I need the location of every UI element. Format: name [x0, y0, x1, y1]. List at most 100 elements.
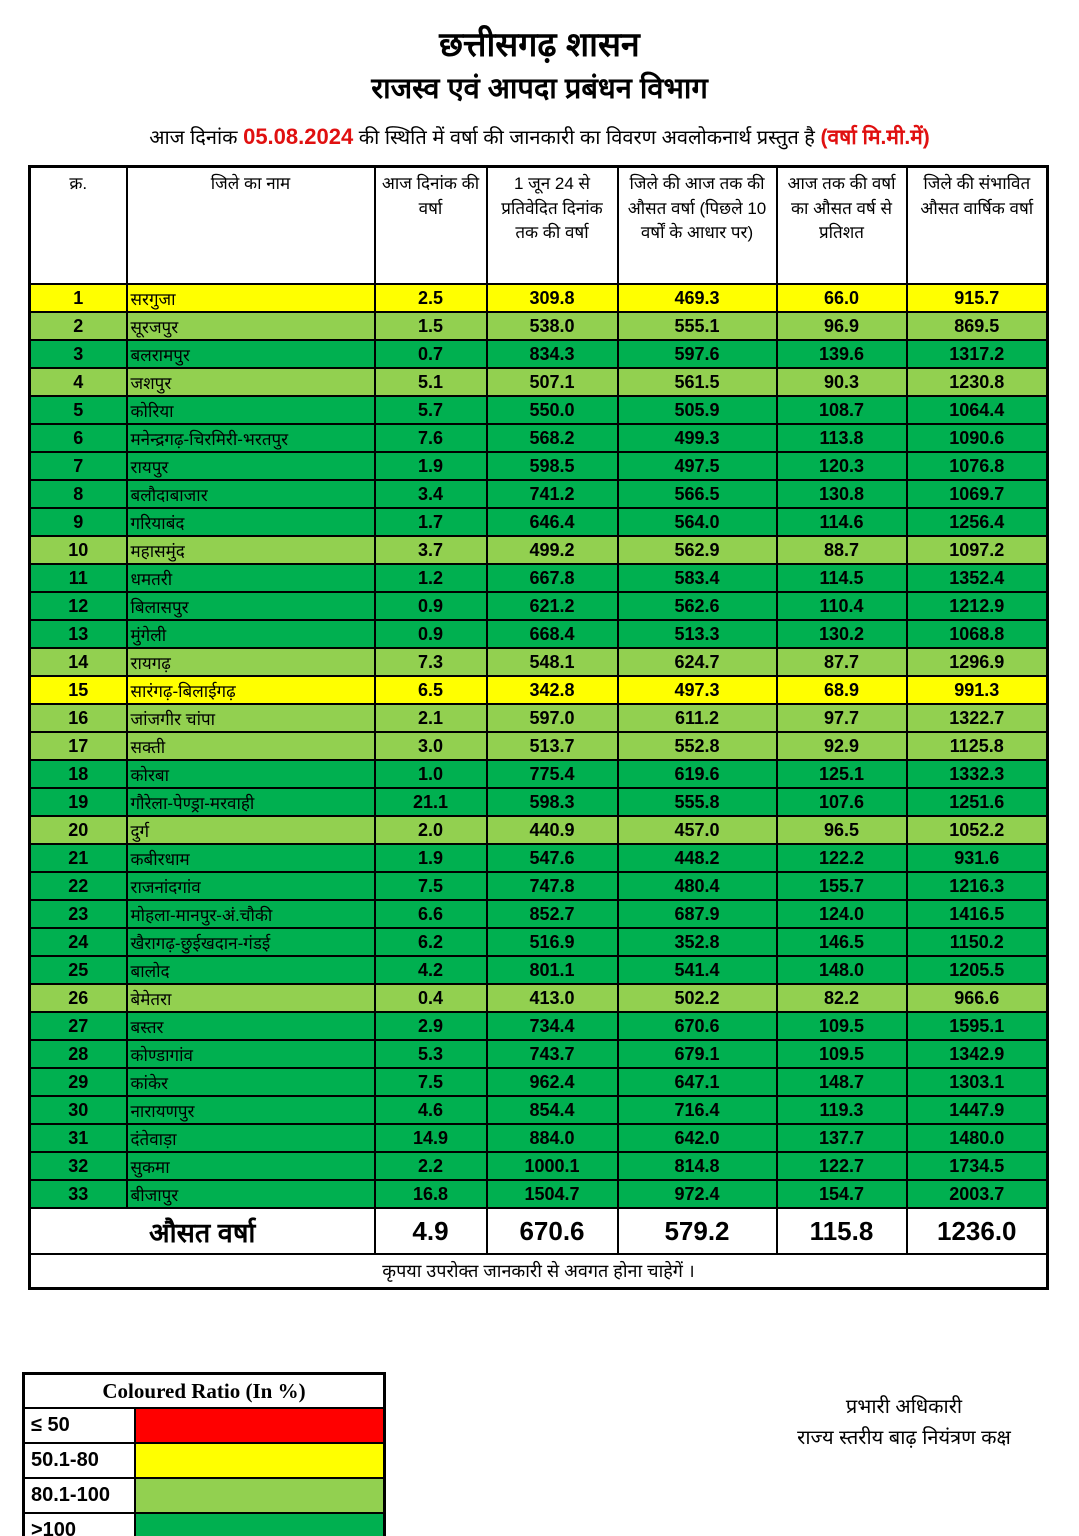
cell-percent: 90.3	[775, 367, 908, 397]
cell-since-june: 747.8	[485, 871, 619, 901]
cell-district: खैरागढ़-छुईखदान-गंडई	[125, 927, 376, 957]
cell-since-june: 516.9	[485, 927, 619, 957]
cell-annual-avg: 1216.3	[905, 871, 1049, 901]
cell-serial: 5	[28, 395, 128, 425]
cell-serial: 9	[28, 507, 128, 537]
cell-today: 2.0	[373, 815, 488, 845]
cell-serial: 21	[28, 843, 128, 873]
legend-body: ≤ 50 50.1-80 80.1-100 >100	[22, 1407, 386, 1536]
table-row: 20 दुर्ग 2.0 440.9 457.0 96.5 1052.2	[28, 815, 1049, 845]
cell-since-june: 413.0	[485, 983, 619, 1013]
cell-avg-to-date: 555.1	[616, 311, 778, 341]
cell-percent: 146.5	[775, 927, 908, 957]
cell-percent: 120.3	[775, 451, 908, 481]
cell-since-june: 667.8	[485, 563, 619, 593]
cell-district: राजनांदगांव	[125, 871, 376, 901]
cell-since-june: 568.2	[485, 423, 619, 453]
average-today: 4.9	[373, 1207, 488, 1255]
cell-percent: 122.2	[775, 843, 908, 873]
cell-avg-to-date: 564.0	[616, 507, 778, 537]
legend-color-swatch	[134, 1477, 386, 1514]
cell-today: 7.3	[373, 647, 488, 677]
cell-district: कांकेर	[125, 1067, 376, 1097]
average-row: औसत वर्षा 4.9 670.6 579.2 115.8 1236.0	[28, 1207, 1049, 1255]
cell-since-june: 507.1	[485, 367, 619, 397]
cell-avg-to-date: 624.7	[616, 647, 778, 677]
cell-percent: 125.1	[775, 759, 908, 789]
cell-annual-avg: 1076.8	[905, 451, 1049, 481]
cell-annual-avg: 1230.8	[905, 367, 1049, 397]
cell-since-june: 741.2	[485, 479, 619, 509]
average-annual-avg: 1236.0	[905, 1207, 1049, 1255]
table-row: 10 महासमुंद 3.7 499.2 562.9 88.7 1097.2	[28, 535, 1049, 565]
cell-district: मुंगेली	[125, 619, 376, 649]
table-row: 18 कोरबा 1.0 775.4 619.6 125.1 1332.3	[28, 759, 1049, 789]
legend-item-label: ≤ 50	[22, 1407, 136, 1444]
average-row-label: औसत वर्षा	[28, 1207, 376, 1255]
cell-today: 1.9	[373, 843, 488, 873]
cell-annual-avg: 1317.2	[905, 339, 1049, 369]
col-header-avg-to-date: जिले की आज तक की औसत वर्षा (पिछले 10 वर्…	[616, 165, 778, 285]
cell-percent: 92.9	[775, 731, 908, 761]
cell-avg-to-date: 480.4	[616, 871, 778, 901]
cell-annual-avg: 1251.6	[905, 787, 1049, 817]
cell-today: 7.6	[373, 423, 488, 453]
cell-since-june: 801.1	[485, 955, 619, 985]
cell-today: 6.2	[373, 927, 488, 957]
table-row: 28 कोण्डागांव 5.3 743.7 679.1 109.5 1342.9	[28, 1039, 1049, 1069]
cell-avg-to-date: 561.5	[616, 367, 778, 397]
table-row: 15 सारंगढ़-बिलाईगढ़ 6.5 342.8 497.3 68.9 991.3	[28, 675, 1049, 705]
cell-percent: 109.5	[775, 1039, 908, 1069]
cell-since-june: 646.4	[485, 507, 619, 537]
cell-today: 1.7	[373, 507, 488, 537]
cell-district: रायगढ़	[125, 647, 376, 677]
cell-district: बलौदाबाजार	[125, 479, 376, 509]
cell-district: नारायणपुर	[125, 1095, 376, 1125]
cell-annual-avg: 1352.4	[905, 563, 1049, 593]
cell-annual-avg: 1296.9	[905, 647, 1049, 677]
cell-today: 1.0	[373, 759, 488, 789]
cell-district: बेमेतरा	[125, 983, 376, 1013]
col-header-since-june: 1 जून 24 से प्रतिवेदित दिनांक तक की वर्ष…	[485, 165, 619, 285]
cell-district: धमतरी	[125, 563, 376, 593]
table-row: 29 कांकेर 7.5 962.4 647.1 148.7 1303.1	[28, 1067, 1049, 1097]
legend-item-label: 50.1-80	[22, 1442, 136, 1479]
table-row: 8 बलौदाबाजार 3.4 741.2 566.5 130.8 1069.7	[28, 479, 1049, 509]
cell-annual-avg: 1480.0	[905, 1123, 1049, 1153]
cell-today: 5.3	[373, 1039, 488, 1069]
cell-serial: 1	[28, 283, 128, 313]
cell-since-june: 854.4	[485, 1095, 619, 1125]
cell-since-june: 550.0	[485, 395, 619, 425]
cell-serial: 11	[28, 563, 128, 593]
cell-annual-avg: 915.7	[905, 283, 1049, 313]
cell-district: बस्तर	[125, 1011, 376, 1041]
cell-annual-avg: 869.5	[905, 311, 1049, 341]
table-row: 21 कबीरधाम 1.9 547.6 448.2 122.2 931.6	[28, 843, 1049, 873]
cell-serial: 2	[28, 311, 128, 341]
note-text: कृपया उपरोक्त जानकारी से अवगत होना चाहेग…	[28, 1253, 1049, 1290]
cell-percent: 88.7	[775, 535, 908, 565]
cell-percent: 130.2	[775, 619, 908, 649]
average-percent: 115.8	[775, 1207, 908, 1255]
table-row: 25 बालोद 4.2 801.1 541.4 148.0 1205.5	[28, 955, 1049, 985]
cell-percent: 155.7	[775, 871, 908, 901]
cell-district: महासमुंद	[125, 535, 376, 565]
cell-avg-to-date: 457.0	[616, 815, 778, 845]
cell-annual-avg: 1447.9	[905, 1095, 1049, 1125]
cell-since-june: 775.4	[485, 759, 619, 789]
cell-percent: 124.0	[775, 899, 908, 929]
cell-district: मोहला-मानपुर-अं.चौकी	[125, 899, 376, 929]
cell-avg-to-date: 541.4	[616, 955, 778, 985]
cell-avg-to-date: 619.6	[616, 759, 778, 789]
cell-today: 0.7	[373, 339, 488, 369]
cell-percent: 66.0	[775, 283, 908, 313]
cell-serial: 22	[28, 871, 128, 901]
cell-avg-to-date: 562.6	[616, 591, 778, 621]
table-row: 2 सूरजपुर 1.5 538.0 555.1 96.9 869.5	[28, 311, 1049, 341]
cell-avg-to-date: 597.6	[616, 339, 778, 369]
cell-annual-avg: 1064.4	[905, 395, 1049, 425]
col-header-today-rain: आज दिनांक की वर्षा	[373, 165, 488, 285]
cell-today: 3.0	[373, 731, 488, 761]
cell-today: 4.2	[373, 955, 488, 985]
cell-district: सक्ती	[125, 731, 376, 761]
